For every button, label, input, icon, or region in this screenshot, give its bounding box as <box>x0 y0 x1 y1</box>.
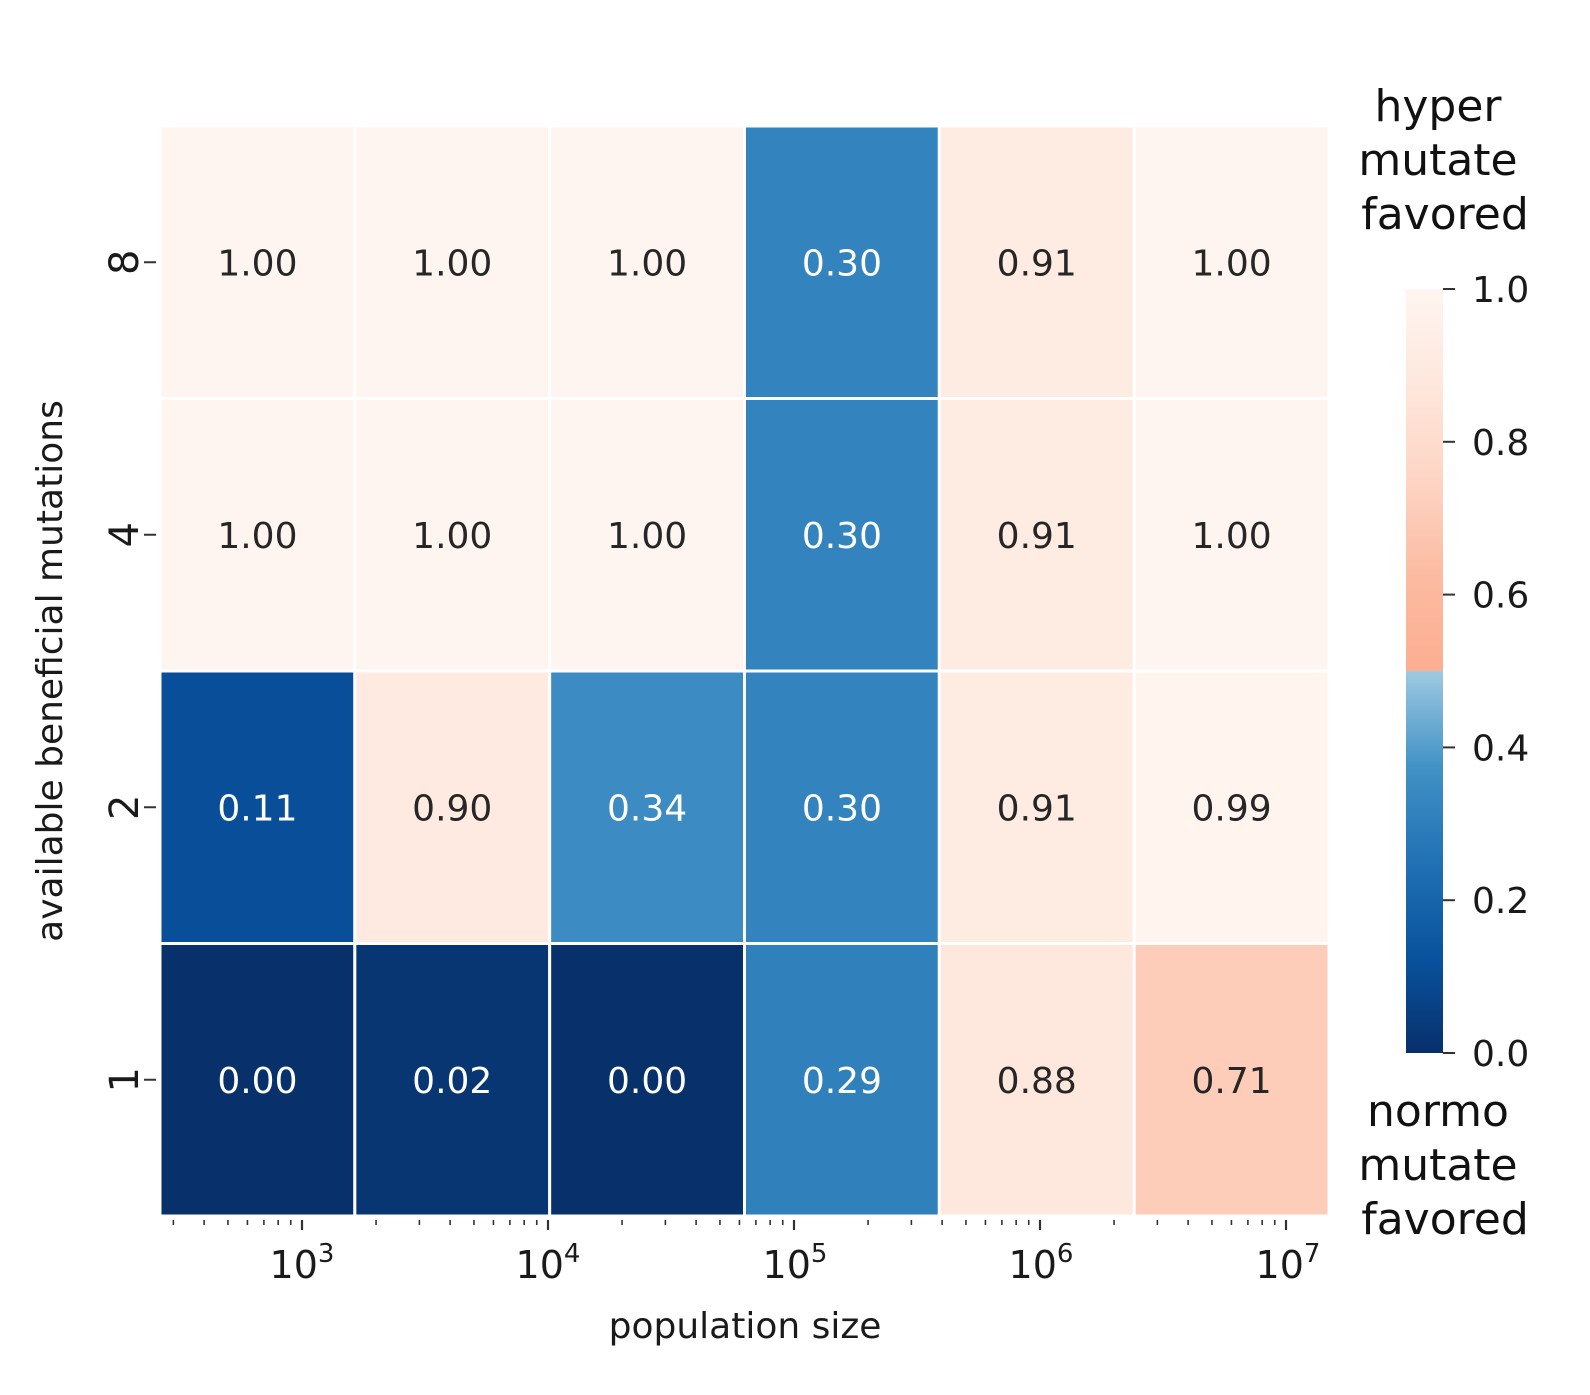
cell-value-label: 1.00 <box>1192 516 1272 557</box>
cell-value-label: 0.91 <box>997 243 1077 284</box>
y-tick-label: 2 <box>102 795 148 820</box>
cell-value-label: 1.00 <box>412 243 492 284</box>
heatmap-cell <box>743 942 941 1218</box>
heatmap-cell <box>1132 669 1331 945</box>
heatmap-cell <box>158 942 357 1218</box>
x-tick-label: 105 <box>763 1239 828 1287</box>
cell-value-label: 1.00 <box>217 516 297 557</box>
cell-value-label: 0.71 <box>1192 1061 1272 1102</box>
cell-value-label: 0.11 <box>217 788 297 829</box>
heatmap-cell <box>158 124 357 400</box>
cell-value-label: 1.00 <box>217 243 297 284</box>
cell-value-label: 0.30 <box>802 516 882 557</box>
heatmap-cell <box>548 124 747 400</box>
colorbar-gradient <box>1406 289 1443 1053</box>
cell-value-label: 0.34 <box>607 788 687 829</box>
heatmap-cell <box>937 124 1136 400</box>
cell-value-label: 0.91 <box>997 516 1077 557</box>
cell-value-label: 0.00 <box>217 1061 297 1102</box>
cell-value-label: 0.91 <box>997 788 1077 829</box>
cell-value-label: 1.00 <box>1192 243 1272 284</box>
heatmap-cell <box>743 669 941 945</box>
heatmap-cell <box>353 124 552 400</box>
heatmap-cell <box>353 669 552 945</box>
cell-value-label: 1.00 <box>607 243 687 284</box>
cell-value-label: 1.00 <box>412 516 492 557</box>
colorbar-tick-label: 0.8 <box>1472 423 1529 464</box>
colorbar-top-label: hyper mutate favored <box>1358 81 1531 240</box>
colorbar-tick-label: 0.2 <box>1472 881 1529 922</box>
x-tick-label: 107 <box>1256 1239 1321 1287</box>
heatmap-cell <box>937 669 1136 945</box>
colorbar-tick-label: 0.6 <box>1472 576 1529 617</box>
x-tick-label: 103 <box>270 1239 335 1287</box>
x-tick-label: 106 <box>1009 1239 1074 1287</box>
y-axis-label: available beneficial mutations <box>30 400 71 942</box>
cell-value-label: 0.00 <box>607 1061 687 1102</box>
y-tick-label: 1 <box>102 1067 148 1092</box>
y-tick-label: 8 <box>102 250 148 275</box>
colorbar-tick-label: 0.0 <box>1472 1034 1529 1075</box>
cell-value-label: 0.30 <box>802 243 882 284</box>
y-tick-label: 4 <box>102 522 148 547</box>
heatmap-cell <box>353 942 552 1218</box>
y-axis: 8 4 2 1 <box>102 250 156 1092</box>
colorbar-bottom-label: normo mutate favored <box>1358 1086 1531 1245</box>
x-axis-label: population size <box>609 1306 882 1347</box>
heatmap-cell <box>1132 397 1331 673</box>
heatmap-cell-labels: 1.00 1.00 1.00 0.30 0.91 1.00 1.00 1.00 1.00 0.30… <box>217 243 1271 1102</box>
colorbar-ticks: 0.0 0.2 0.4 0.6 0.8 1.0 <box>1443 270 1529 1075</box>
heatmap-cell <box>1132 942 1331 1218</box>
cell-value-label: 0.30 <box>802 788 882 829</box>
heatmap-cells <box>158 124 1331 1218</box>
colorbar-tick-label: 0.4 <box>1472 728 1529 769</box>
heatmap-cell <box>158 669 357 945</box>
heatmap-cell <box>548 942 747 1218</box>
x-tick-label: 104 <box>516 1239 581 1287</box>
heatmap-cell <box>937 942 1136 1218</box>
cell-value-label: 0.90 <box>412 788 492 829</box>
heatmap-cell <box>743 124 941 400</box>
heatmap-cell <box>353 397 552 673</box>
cell-value-label: 0.99 <box>1192 788 1272 829</box>
cell-value-label: 0.02 <box>412 1061 492 1102</box>
cell-value-label: 0.88 <box>997 1061 1077 1102</box>
x-axis: 103 104 105 106 107 <box>172 1220 1321 1287</box>
colorbar-tick-label: 1.0 <box>1472 270 1529 311</box>
heatmap-cell <box>1132 124 1331 400</box>
colorbar <box>1406 289 1443 1053</box>
cell-value-label: 0.29 <box>802 1061 882 1102</box>
cell-value-label: 1.00 <box>607 516 687 557</box>
heatmap-cell <box>743 397 941 673</box>
